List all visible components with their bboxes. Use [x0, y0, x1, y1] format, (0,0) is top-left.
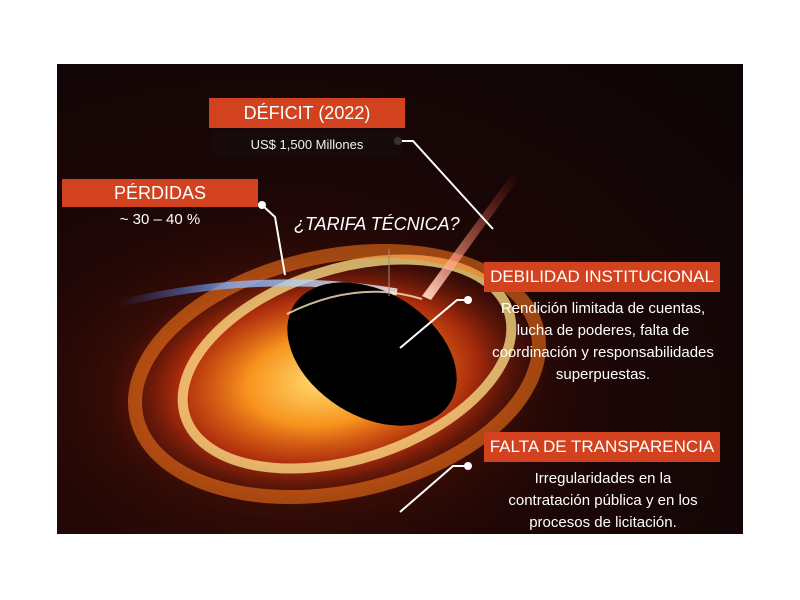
deficit-connector: [398, 140, 494, 230]
disk-swirl-outer: [127, 243, 547, 505]
black-hole: [287, 282, 457, 426]
perdidas-dot: [258, 201, 266, 209]
perdidas-title: PÉRDIDAS: [62, 179, 258, 207]
deficit-title: DÉFICIT (2022): [209, 98, 405, 128]
disk-swirl-inner: [177, 254, 517, 474]
transparencia-connector: [399, 465, 468, 513]
tarifa-question: ¿TARIFA TÉCNICA?: [294, 214, 460, 234]
perdidas-value: ~ 30 – 40 %: [119, 211, 201, 228]
transparencia-title: FALTA DE TRANSPARENCIA: [484, 432, 720, 462]
debilidad-line: Rendición limitada de cuentas,: [500, 300, 706, 317]
debilidad-line: superpuestas.: [555, 366, 651, 383]
perdidas-connector: [261, 204, 286, 276]
debilidad-title: DEBILIDAD INSTITUCIONAL: [484, 262, 720, 292]
transparencia-description: Irregularidades en la contratación públi…: [472, 468, 734, 534]
debilidad-dot: [464, 296, 472, 304]
deficit-value: US$ 1,500 Millones: [212, 131, 402, 157]
energy-jet: [422, 174, 519, 300]
debilidad-description: Rendición limitada de cuentas, lucha de …: [472, 298, 734, 386]
transparencia-line: procesos de licitación.: [529, 514, 677, 531]
transparencia-line: Irregularidades en la: [534, 470, 672, 487]
debilidad-line: coordinación y responsabilidades: [492, 344, 714, 361]
debilidad-line: lucha de poderes, falta de: [516, 322, 690, 339]
transparencia-dot: [464, 462, 472, 470]
event-horizon-rim: [286, 290, 423, 315]
transparencia-line: contratación pública y en los: [508, 492, 698, 509]
